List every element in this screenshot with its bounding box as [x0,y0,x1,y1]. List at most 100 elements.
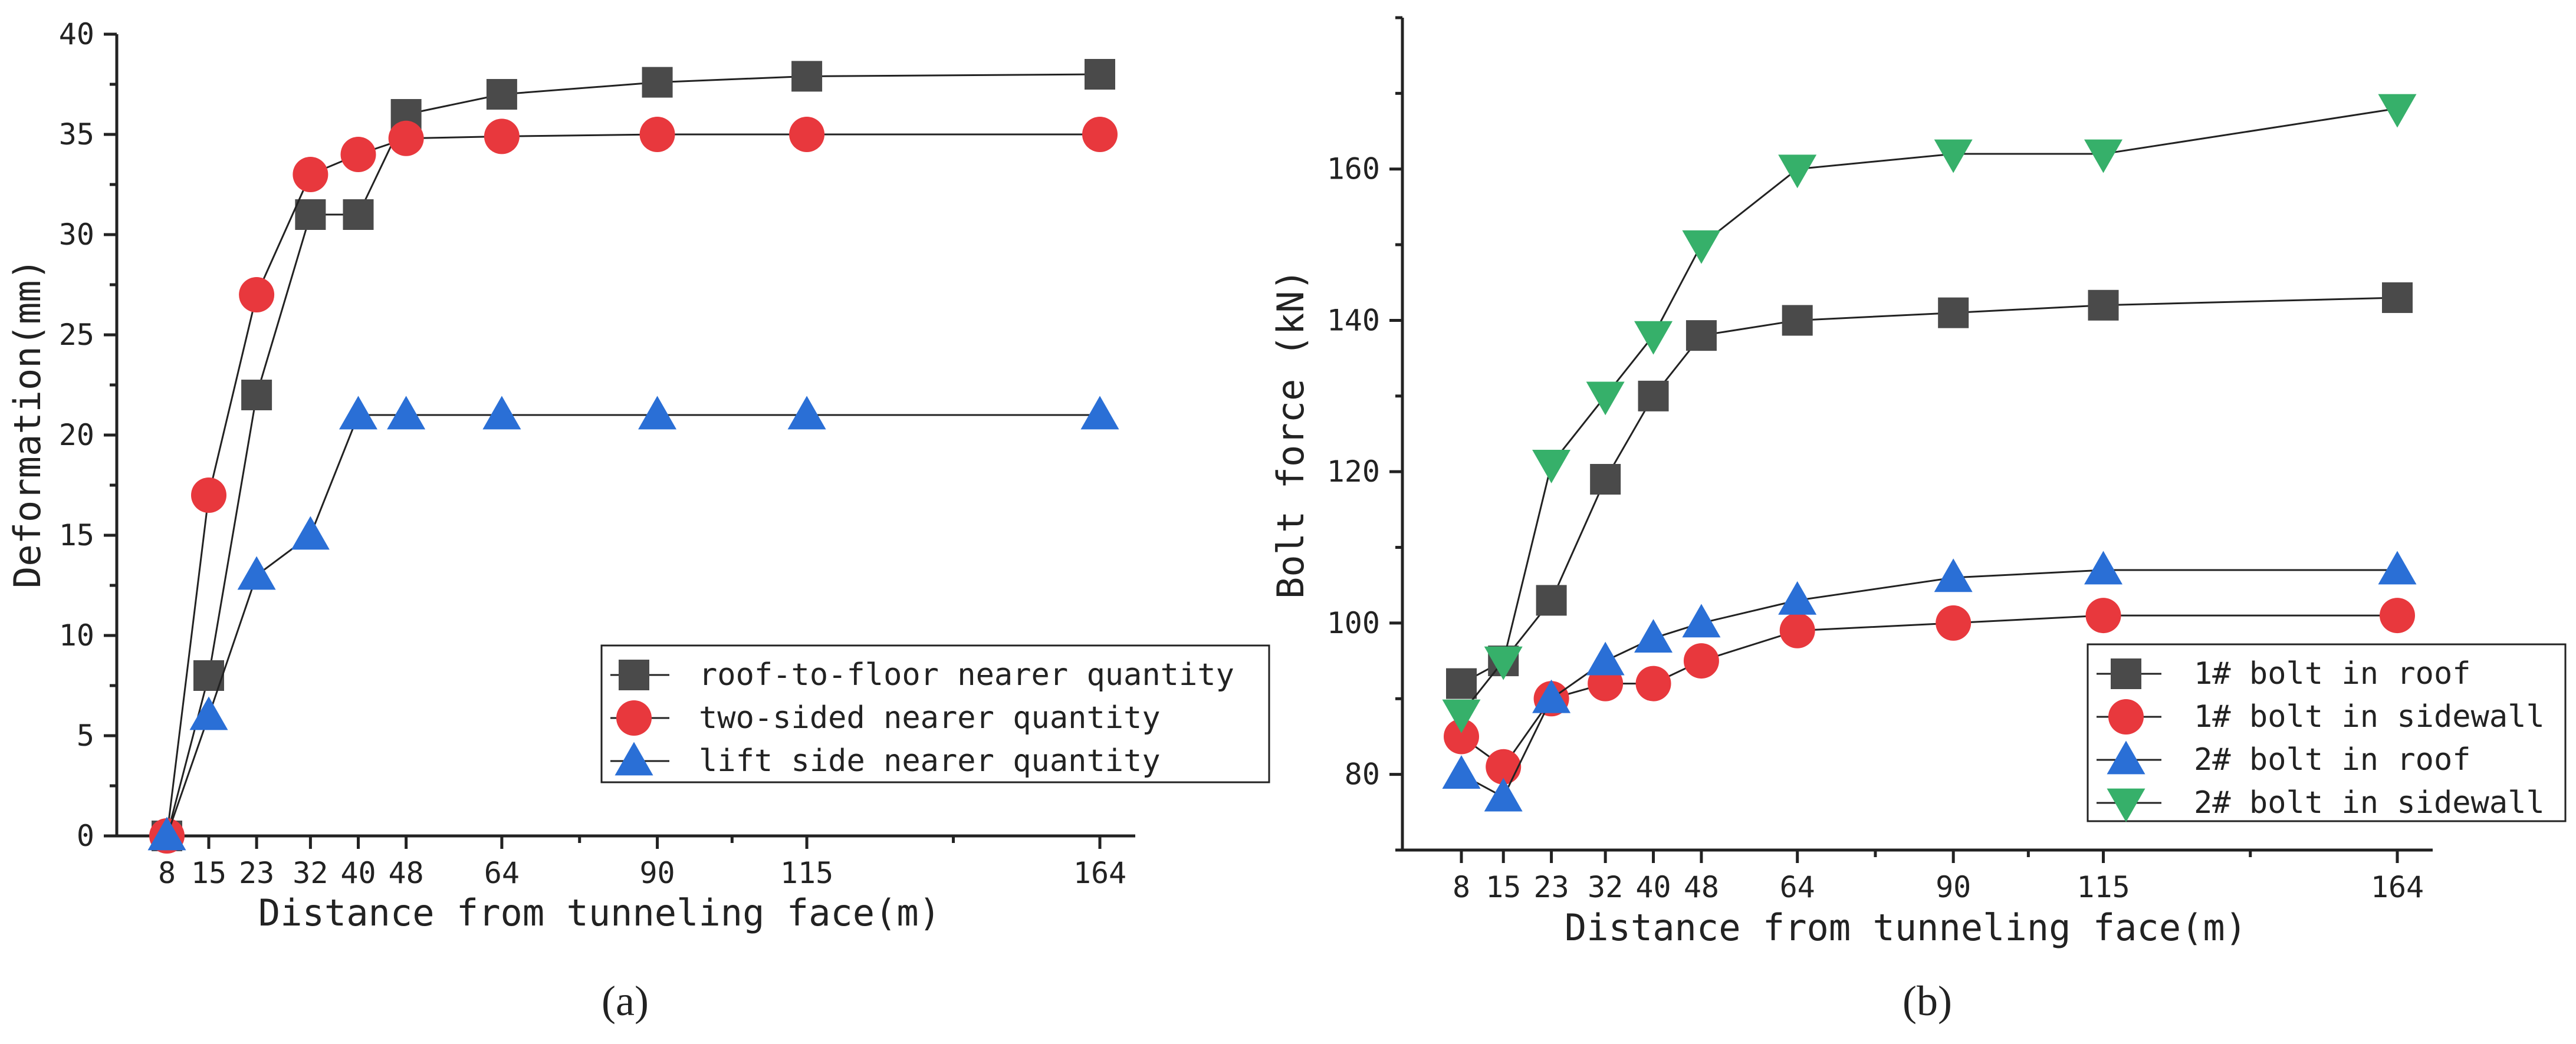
data-point [1778,154,1817,189]
data-point [239,277,275,312]
data-point [2084,139,2123,173]
chart-panel-a: 0 5 10 15 20 25 30 35 40 8 15 23 32 40 48 64 90 115 164 Dis… [6,17,1270,1025]
data-point [2382,282,2413,313]
legend-marker [615,742,653,776]
data-point [1486,749,1522,785]
y-axis-title: Bolt force (kN) [1269,269,1312,599]
x-tick-label: 23 [1533,870,1569,904]
data-point [1085,59,1115,90]
chart-panel-b: 80 100 120 140 160 8 15 23 32 40 48 64 90 115 164 Dista… [1269,16,2567,1025]
y-tick-label: 40 [59,17,94,51]
data-point [1532,449,1571,483]
y-tick-label: 0 [77,819,94,853]
x-axis-title: Distance from tunneling face(m) [258,891,941,934]
data-point [1532,679,1571,713]
x-tick-label: 15 [191,856,226,890]
data-point [291,516,330,550]
y-tick-label: 10 [59,618,94,653]
data-point [638,396,677,430]
x-tick-label: 8 [1453,870,1470,904]
data-point [1936,605,1972,641]
legend-label: two-sided nearer quantity [699,700,1161,736]
data-point [1484,646,1523,680]
data-point [190,477,226,513]
data-point [791,61,823,92]
legend-label: 1# bolt in roof [2194,656,2471,691]
legend-box [2087,643,2567,822]
x-axis-title: Distance from tunneling face(m) [1565,906,2247,949]
series-line [1461,569,2397,799]
legend-label: 1# bolt in sidewall [2194,699,2545,735]
data-point [1782,305,1813,336]
data-point [1586,381,1625,416]
data-point [1536,585,1567,616]
y-tick-label: 35 [59,117,94,152]
data-point [189,696,228,730]
x-tick-label: 32 [1588,870,1623,904]
series-line [1461,297,2398,684]
legend-marker [2107,740,2145,775]
data-point [642,67,673,98]
x-tick-label: 40 [340,856,376,890]
x-tick-label: 8 [158,856,176,890]
data-point [1444,719,1479,755]
y-tick-label: 5 [77,719,94,753]
panel-label: (a) [602,977,649,1025]
y-tick-label: 120 [1327,455,1380,489]
x-tick-label: 23 [239,856,274,890]
data-point [484,118,520,154]
data-point [1683,643,1719,679]
y-tick-label: 100 [1327,606,1380,640]
legend-marker [619,660,649,690]
legend-label: lift side nearer quantity [699,743,1161,779]
legend-box [600,644,1270,783]
y-tick-label: 25 [59,318,94,352]
data-point [1442,755,1481,789]
x-tick-label: 48 [389,856,424,890]
series-2 [1442,551,2417,812]
x-tick-label: 64 [484,856,520,890]
data-point [147,816,186,851]
legend-marker [2107,788,2145,822]
data-point [789,117,825,152]
x-tick-label: 90 [1936,870,1971,904]
data-point [787,396,826,430]
data-point [1634,619,1673,653]
series-line [166,73,1100,836]
data-point [1934,139,1973,173]
y-tick-label: 20 [59,418,94,452]
data-point [1682,604,1721,638]
data-point [2085,598,2121,634]
series-line [1461,614,2397,768]
legend: roof-to-floor nearer quantity two-sided n… [600,644,1270,783]
data-point [2084,551,2123,585]
x-tick-label: 164 [1073,856,1126,890]
data-point [339,396,378,430]
x-tick-label: 115 [780,856,833,890]
x-tick-label: 164 [2371,870,2424,904]
data-point [1938,297,1969,328]
panel-label: (b) [1903,977,1952,1025]
data-point [388,120,424,156]
data-point [1779,612,1815,648]
y-tick-label: 160 [1327,152,1380,186]
data-point [2378,551,2417,585]
legend-label: 2# bolt in roof [2194,742,2471,778]
data-point [241,380,272,410]
legend: 1# bolt in roof 1# bolt in sidewall 2# bol… [2087,643,2567,822]
data-point [1080,396,1119,430]
data-point [237,556,276,590]
x-tick-label: 32 [293,856,328,890]
data-point [482,396,521,430]
data-point [387,396,426,430]
y-axis-title: Deformation(mm) [6,258,49,588]
data-point [343,199,374,230]
data-point [1634,321,1673,355]
y-tick-label: 140 [1327,303,1380,337]
data-point [340,137,376,172]
data-point [1685,320,1717,351]
data-point [293,157,328,192]
series-0 [1446,282,2413,699]
x-tick-label: 115 [2076,870,2130,904]
